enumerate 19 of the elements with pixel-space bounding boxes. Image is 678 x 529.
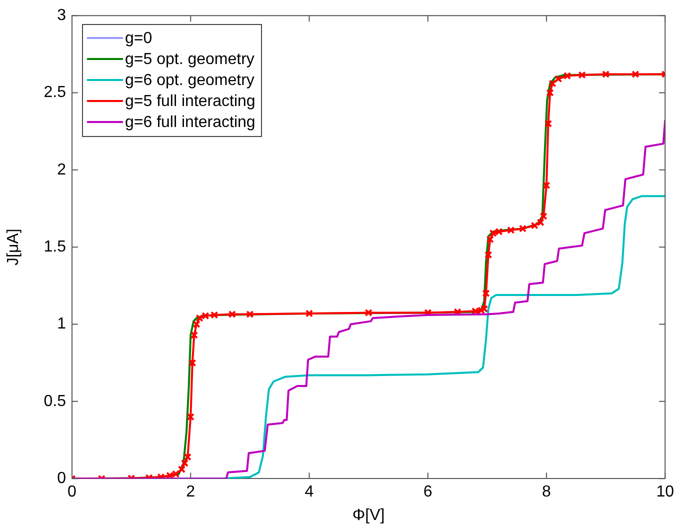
- legend-label: g=5 opt. geometry: [125, 50, 254, 70]
- x-tick-label: 6: [423, 484, 432, 501]
- x-tick-label: 4: [304, 484, 314, 501]
- legend-label: g=6 full interacting: [125, 112, 256, 133]
- y-tick-label: 1.5: [44, 238, 66, 256]
- y-tick-label: 0.5: [44, 392, 66, 410]
- legend-label: g=6 opt. geometry: [125, 70, 254, 91]
- x-tick-label: 8: [542, 484, 552, 501]
- y-tick-label: 2.5: [44, 84, 66, 102]
- y-axis-title: J[μA]: [5, 228, 22, 266]
- y-tick-label: 0: [57, 470, 66, 488]
- x-tick-label: 2: [186, 484, 196, 501]
- x-tick-label: 10: [656, 484, 674, 501]
- legend-label: g=5 full interacting: [125, 92, 256, 112]
- x-axis-title: Φ[V]: [352, 506, 385, 524]
- y-tick-label: 2: [57, 161, 66, 178]
- y-tick-label: 3: [57, 7, 66, 24]
- legend-label: g=0: [125, 28, 152, 49]
- y-tick-label: 1: [57, 316, 66, 333]
